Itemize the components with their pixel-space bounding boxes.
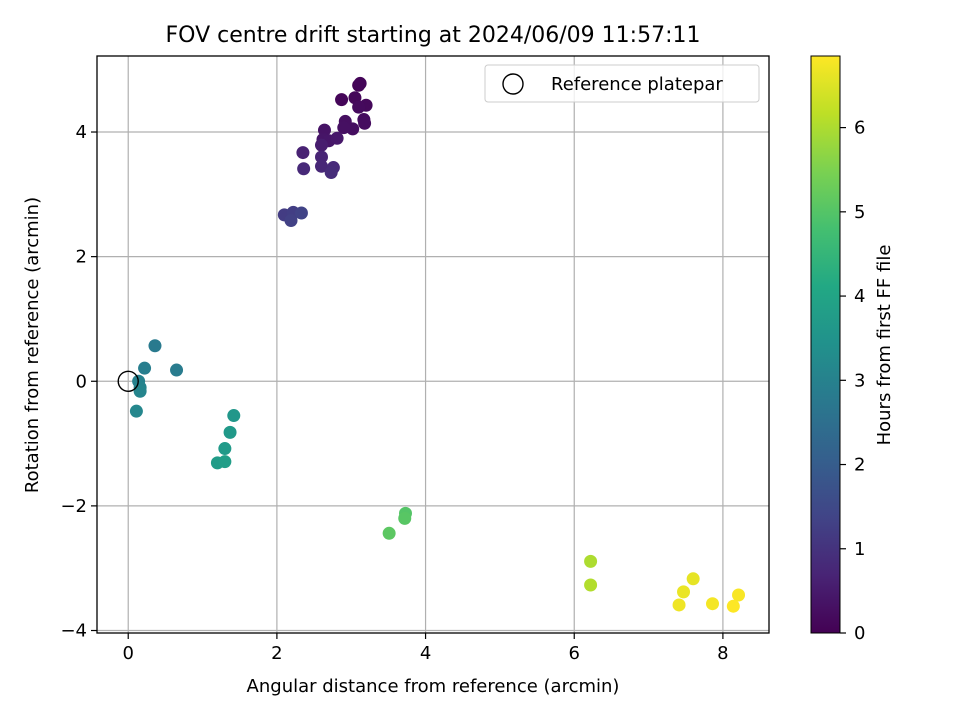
- y-tick-label: −2: [60, 496, 87, 517]
- data-point: [218, 455, 232, 469]
- data-point: [726, 599, 740, 613]
- data-point: [284, 214, 298, 228]
- data-point: [133, 384, 147, 398]
- colorbar-label: Hours from first FF file: [874, 245, 895, 446]
- x-tick-label: 8: [717, 643, 728, 664]
- data-point: [324, 166, 338, 180]
- data-point: [296, 146, 310, 160]
- data-point: [382, 526, 396, 540]
- colorbar-tick-label: 1: [854, 539, 865, 560]
- data-point: [584, 578, 598, 592]
- y-tick-label: 4: [76, 122, 87, 143]
- data-point: [129, 404, 143, 418]
- chart-title: FOV centre drift starting at 2024/06/09 …: [166, 23, 701, 48]
- data-point: [297, 162, 311, 176]
- x-axis-label: Angular distance from reference (arcmin): [247, 676, 620, 697]
- data-point: [732, 588, 746, 602]
- data-point: [218, 442, 232, 456]
- data-point: [584, 554, 598, 568]
- data-point: [352, 100, 366, 114]
- data-point: [686, 572, 700, 586]
- data-point: [227, 409, 241, 423]
- plot-frame: [96, 55, 770, 634]
- y-tick-label: −4: [60, 621, 87, 642]
- colorbar-tick-label: 3: [854, 370, 865, 391]
- colorbar-tick-label: 4: [854, 286, 865, 307]
- x-tick-label: 4: [420, 643, 431, 664]
- x-tick-label: 2: [271, 643, 282, 664]
- data-point: [314, 138, 328, 152]
- data-point: [677, 585, 691, 599]
- data-point: [138, 361, 152, 375]
- data-points: [117, 76, 746, 613]
- colorbar-tick-label: 0: [854, 623, 865, 644]
- y-tick-label: 2: [76, 247, 87, 268]
- colorbar-tick-label: 6: [854, 118, 865, 139]
- data-point: [706, 597, 720, 611]
- colorbar-tick-label: 2: [854, 455, 865, 476]
- colorbar: 0 1 2 3 4 5 6 Hours from first FF file: [810, 55, 895, 644]
- data-point: [314, 159, 328, 173]
- legend-marker-circle-icon: [502, 73, 524, 95]
- y-axis-label: Rotation from reference (arcmin): [22, 197, 43, 493]
- legend-entry-reference: Reference platepar: [551, 74, 723, 95]
- data-point: [337, 121, 351, 135]
- x-tick-label: 0: [122, 643, 133, 664]
- legend: Reference platepar: [484, 64, 760, 103]
- y-axis-ticks: −4 −2 0 2 4: [60, 122, 97, 642]
- data-point: [223, 425, 237, 439]
- data-point: [672, 598, 686, 612]
- data-point: [398, 511, 412, 525]
- data-point: [335, 93, 349, 107]
- x-axis-ticks: 0 2 4 6 8: [122, 633, 729, 664]
- data-point: [314, 150, 328, 164]
- legend-box: [484, 64, 760, 103]
- data-point: [358, 116, 372, 130]
- colorbar-gradient: [810, 55, 841, 634]
- colorbar-ticks: 0 1 2 3 4 5 6: [840, 118, 865, 644]
- data-point: [170, 363, 184, 377]
- x-tick-label: 6: [569, 643, 580, 664]
- data-point: [330, 131, 344, 145]
- grid-lines: [97, 56, 769, 633]
- data-point: [353, 76, 367, 90]
- y-tick-label: 0: [76, 371, 87, 392]
- reference-platepar-marker: [117, 370, 139, 392]
- data-point: [148, 339, 162, 353]
- data-point: [294, 206, 308, 220]
- colorbar-tick-label: 5: [854, 202, 865, 223]
